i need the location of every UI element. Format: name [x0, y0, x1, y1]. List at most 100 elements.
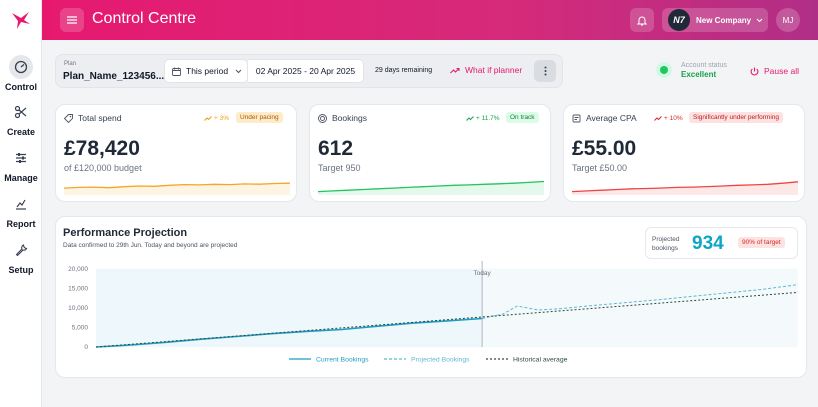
- performance-projection-card: Performance Projection Data confirmed to…: [55, 216, 807, 378]
- more-vertical-icon: [544, 66, 546, 76]
- trending-up-icon: [466, 116, 474, 121]
- target-icon: [318, 113, 327, 123]
- kpi-card-bookings[interactable]: Bookings + 11.7% On track 612 Target 950: [309, 104, 551, 202]
- power-icon: [750, 67, 759, 75]
- kpi-title: Total spend: [78, 113, 122, 123]
- sliders-icon: [9, 146, 33, 170]
- confirmed-region: [96, 269, 483, 347]
- kpi-title: Bookings: [332, 113, 367, 123]
- nav-item-create[interactable]: Create: [0, 100, 42, 137]
- chart-line-icon: [9, 192, 33, 216]
- more-options-button[interactable]: [534, 60, 556, 82]
- hamburger-icon: [67, 16, 77, 24]
- plan-bar: Plan Plan_Name_123456... This period 02 …: [55, 54, 563, 88]
- pause-all-label: Pause all: [764, 66, 799, 76]
- series-line: [95, 291, 799, 348]
- y-tick-label: 15,000: [68, 286, 88, 293]
- pause-all-button[interactable]: Pause all: [750, 66, 799, 76]
- target-badge: 90% of target: [738, 237, 785, 248]
- company-switcher[interactable]: N7 New Company: [662, 8, 768, 32]
- series-line: [95, 317, 483, 348]
- status-badge: Under pacing: [236, 112, 283, 123]
- projected-bookings-label: Projected bookings: [652, 236, 680, 252]
- sparkline: [572, 181, 798, 195]
- today-label: Today: [473, 270, 491, 277]
- period-select[interactable]: This period: [164, 59, 248, 83]
- scissors-icon: [9, 100, 33, 124]
- kpi-value: 612: [318, 137, 354, 160]
- nav-item-manage[interactable]: Manage: [0, 146, 42, 183]
- nav-item-setup[interactable]: Setup: [0, 238, 42, 275]
- y-tick-label: 0: [84, 344, 88, 351]
- nav-label: Create: [6, 127, 35, 137]
- date-range-picker[interactable]: 02 Apr 2025 - 20 Apr 2025: [248, 59, 364, 83]
- kpi-title: Average CPA: [586, 113, 637, 123]
- nav-item-control[interactable]: Control: [0, 55, 42, 92]
- status-dot: [660, 66, 668, 74]
- sparkline-area: [318, 181, 544, 195]
- projected-bookings-box: Projected bookings 934 90% of target: [645, 227, 798, 259]
- trending-up-icon: [450, 67, 460, 73]
- legend-label: Current Bookings: [316, 357, 369, 364]
- kpi-trend: + 11.7%: [466, 115, 500, 122]
- what-if-label: What if planner: [465, 65, 523, 75]
- kpi-subtext: Target £50.00: [572, 163, 628, 173]
- sparkline: [64, 182, 290, 195]
- projected-bookings-value: 934: [692, 233, 724, 254]
- company-name: New Company: [696, 15, 752, 25]
- kpi-trend-value: + 3%: [214, 115, 229, 122]
- tag-icon: [64, 113, 73, 123]
- kpi-value: £78,420: [64, 137, 140, 160]
- gauge-icon: [9, 55, 33, 79]
- sparkline-line: [318, 180, 544, 193]
- page-title: Control Centre: [92, 10, 197, 27]
- menu-button[interactable]: [60, 8, 84, 32]
- status-indicator: [656, 62, 672, 78]
- kpi-trend: + 10%: [654, 115, 683, 122]
- wrench-icon: [9, 238, 33, 262]
- y-tick-label: 20,000: [68, 266, 88, 273]
- nav-label: Manage: [4, 173, 38, 183]
- projection-chart: 20,000 15,000 10,000 5,000 0 Today Current Boo…: [68, 261, 799, 364]
- what-if-planner-button[interactable]: What if planner: [450, 65, 522, 75]
- projected-region: [482, 269, 798, 347]
- brand-logo-icon[interactable]: [9, 9, 33, 33]
- section-subtitle: Data confirmed to 29th Jun. Today and be…: [63, 242, 238, 249]
- period-label: This period: [186, 66, 229, 76]
- plan-label: Plan: [64, 61, 77, 67]
- sparkline-line: [572, 181, 798, 193]
- nav-item-report[interactable]: Report: [0, 192, 42, 229]
- kpi-value: £55.00: [572, 137, 637, 160]
- y-tick-label: 10,000: [68, 305, 88, 312]
- section-title: Performance Projection: [63, 227, 188, 239]
- account-status-label: Account status: [681, 62, 727, 69]
- plan-name[interactable]: Plan_Name_123456...: [63, 71, 165, 82]
- kpi-card-total-spend[interactable]: Total spend + 3% Under pacing £78,420 of…: [55, 104, 297, 202]
- trending-up-icon: [204, 116, 212, 121]
- days-remaining: 29 days remaining: [375, 67, 433, 74]
- sparkline: [318, 180, 544, 195]
- trending-up-icon: [654, 116, 662, 121]
- series-line: [481, 284, 799, 319]
- legend-label: Projected Bookings: [411, 357, 470, 364]
- top-bar: Control Centre N7 New Company MJ: [42, 0, 818, 40]
- sparkline-line: [64, 182, 290, 189]
- account-status-value: Excellent: [681, 70, 717, 79]
- receipt-icon: [572, 114, 581, 122]
- nav-label: Control: [5, 82, 37, 92]
- nav-label: Report: [6, 219, 36, 229]
- status-badge: Significantly under performing: [689, 112, 783, 123]
- kpi-card-average-cpa[interactable]: Average CPA + 10% Significantly under pe…: [563, 104, 805, 202]
- kpi-trend-value: + 11.7%: [476, 115, 500, 122]
- legend-label: Historical average: [513, 357, 568, 364]
- kpi-trend-value: + 10%: [664, 115, 683, 122]
- kpi-subtext: of £120,000 budget: [64, 163, 142, 173]
- avatar[interactable]: MJ: [776, 8, 800, 32]
- notifications-button[interactable]: [630, 8, 654, 32]
- company-logo: N7: [668, 9, 690, 31]
- chevron-down-icon: [756, 18, 763, 22]
- sparkline-area: [572, 181, 798, 195]
- y-tick-label: 5,000: [72, 325, 89, 332]
- sparkline-area: [64, 183, 290, 195]
- kpi-subtext: Target 950: [318, 163, 361, 173]
